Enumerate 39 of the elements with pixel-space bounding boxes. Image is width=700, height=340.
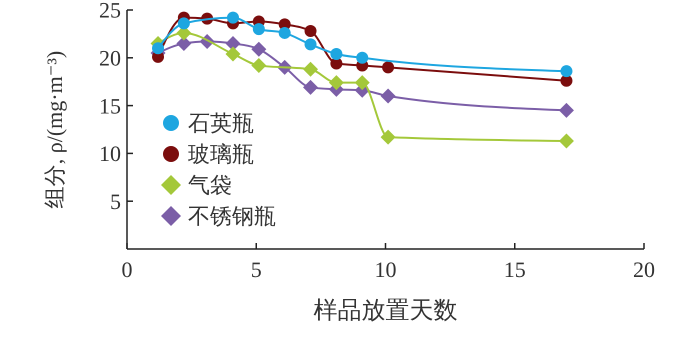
x-tick-label: 10 (374, 257, 396, 282)
point (328, 75, 344, 90)
point (558, 102, 574, 118)
point (225, 46, 240, 62)
point (152, 42, 164, 54)
point (354, 75, 370, 90)
point (303, 62, 318, 77)
x-tick-label: 20 (633, 257, 655, 282)
point (304, 25, 317, 38)
point (303, 80, 318, 95)
point (382, 61, 394, 74)
point (330, 48, 342, 60)
y-tick-label: 10 (99, 141, 121, 166)
point (304, 38, 317, 50)
y-tick-label: 25 (99, 0, 121, 23)
x-tick-label: 15 (504, 257, 526, 282)
y-axis-title: 组分, ρ/(mg·m⁻³) (42, 50, 67, 208)
y-tick-label: 15 (99, 93, 121, 118)
point (226, 12, 239, 24)
y-tick-label: 20 (99, 46, 121, 70)
point (225, 36, 240, 51)
point (251, 58, 266, 73)
point (558, 133, 574, 148)
x-tick-label: 5 (250, 257, 262, 282)
y-tick-label: 5 (110, 188, 121, 214)
point (178, 17, 190, 30)
point (380, 88, 396, 104)
legend-label: 不锈钢瓶 (188, 204, 276, 229)
point (560, 65, 572, 78)
point (380, 130, 396, 145)
point (252, 23, 265, 36)
point (251, 42, 266, 57)
x-axis-title: 样品放置天数 (314, 298, 458, 324)
point (278, 26, 291, 39)
legend-label: 气袋 (188, 172, 232, 198)
point (356, 52, 368, 64)
legend-label: 石英瓶 (188, 110, 254, 136)
legend-label: 玻璃瓶 (188, 142, 254, 167)
x-tick-label: 0 (122, 257, 132, 282)
